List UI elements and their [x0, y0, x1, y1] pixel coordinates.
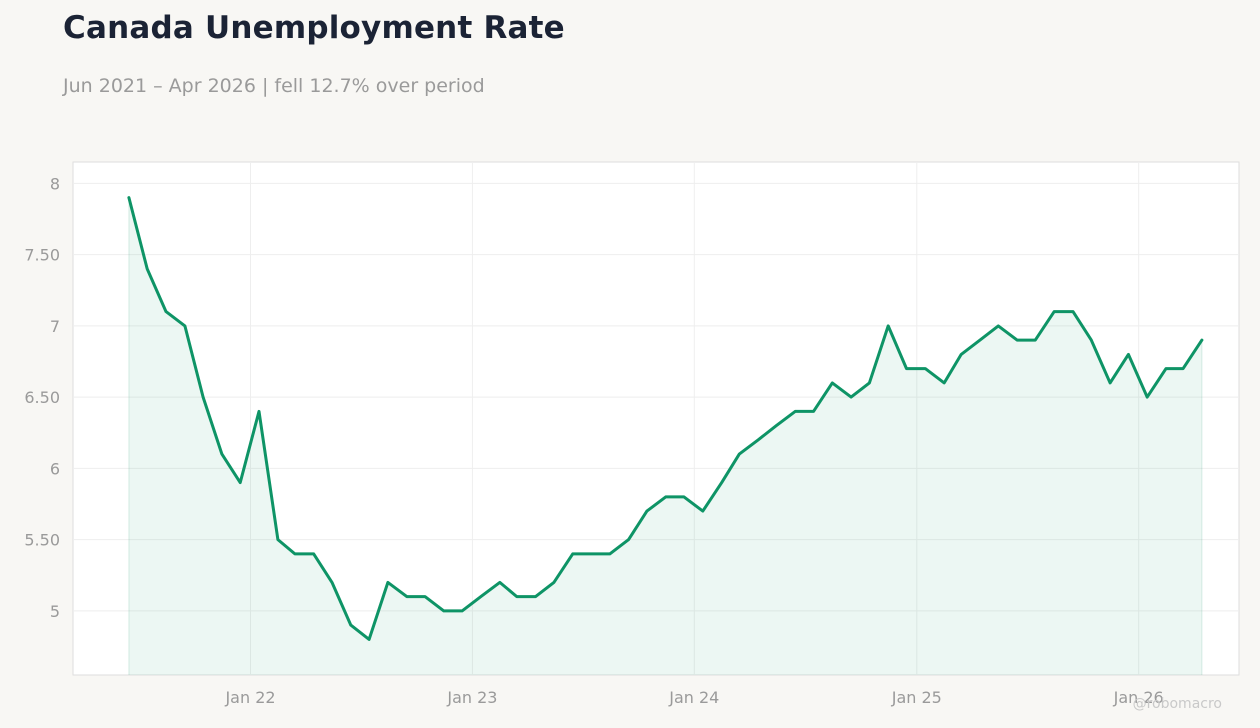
data-point — [646, 511, 647, 512]
data-point — [128, 197, 129, 198]
data-point — [221, 454, 222, 455]
data-point — [961, 354, 962, 355]
data-point — [609, 553, 610, 554]
data-point — [553, 582, 554, 583]
data-point — [925, 368, 926, 369]
y-tick-label: 6 — [50, 459, 60, 478]
data-point — [665, 496, 666, 497]
x-tick-label: Jan 24 — [668, 688, 719, 707]
data-point — [277, 539, 278, 540]
data-point — [425, 596, 426, 597]
axes-group: 5 5.50 6 6.50 7 7.50 8 Jan 22 Jan 23 Jan 24 Jan 25… — [24, 174, 1163, 707]
data-point — [832, 382, 833, 383]
data-point — [795, 411, 796, 412]
data-point — [1035, 340, 1036, 341]
data-point — [591, 553, 592, 554]
data-point — [739, 454, 740, 455]
data-point — [516, 596, 517, 597]
data-point — [387, 582, 388, 583]
data-point — [313, 553, 314, 554]
area-fill — [128, 197, 1202, 675]
data-point — [721, 482, 722, 483]
data-point — [406, 596, 407, 597]
x-tick-label: Jan 23 — [446, 688, 497, 707]
plot-area — [72, 161, 1240, 676]
data-point — [980, 340, 981, 341]
data-point — [1166, 368, 1167, 369]
data-point — [499, 582, 500, 583]
data-point — [166, 311, 167, 312]
data-point — [1183, 368, 1184, 369]
data-point — [906, 368, 907, 369]
y-tick-label: 8 — [50, 174, 60, 193]
data-point — [259, 411, 260, 412]
data-point — [462, 610, 463, 611]
chart-title: Canada Unemployment Rate — [63, 10, 565, 46]
data-point — [1110, 382, 1111, 383]
data-point — [332, 582, 333, 583]
data-point — [1147, 397, 1148, 398]
watermark: @robomacro — [1132, 696, 1222, 712]
y-tick-label: 5.50 — [24, 531, 60, 550]
area-group — [127, 196, 1204, 675]
data-point — [1091, 340, 1092, 341]
data-point — [1054, 311, 1055, 312]
data-point — [240, 482, 241, 483]
data-point — [776, 425, 777, 426]
data-point — [944, 382, 945, 383]
y-tick-label: 7 — [50, 317, 60, 336]
data-point — [350, 625, 351, 626]
data-point — [813, 411, 814, 412]
data-point — [869, 382, 870, 383]
y-tick-label: 5 — [50, 602, 60, 621]
data-point — [998, 325, 999, 326]
data-point — [1128, 354, 1129, 355]
data-point — [628, 539, 629, 540]
data-point — [184, 325, 185, 326]
data-point — [1017, 340, 1018, 341]
data-point — [480, 596, 481, 597]
data-point — [203, 397, 204, 398]
series-line — [127, 196, 1204, 641]
data-point — [702, 511, 703, 512]
x-tick-label: Jan 22 — [224, 688, 275, 707]
chart-subtitle: Jun 2021 – Apr 2026 | fell 12.7% over pe… — [63, 75, 485, 97]
data-point — [147, 268, 148, 269]
data-point — [294, 553, 295, 554]
data-point — [684, 496, 685, 497]
data-point — [851, 397, 852, 398]
x-tick-label: Jan 26 — [1113, 688, 1164, 707]
data-point — [888, 325, 889, 326]
data-point — [369, 639, 370, 640]
data-point — [1073, 311, 1074, 312]
data-point — [1201, 340, 1202, 341]
y-tick-label: 7.50 — [24, 246, 60, 265]
data-point — [443, 610, 444, 611]
data-point — [535, 596, 536, 597]
data-point — [572, 553, 573, 554]
y-tick-label: 6.50 — [24, 388, 60, 407]
data-point — [758, 439, 759, 440]
x-tick-label: Jan 25 — [891, 688, 942, 707]
